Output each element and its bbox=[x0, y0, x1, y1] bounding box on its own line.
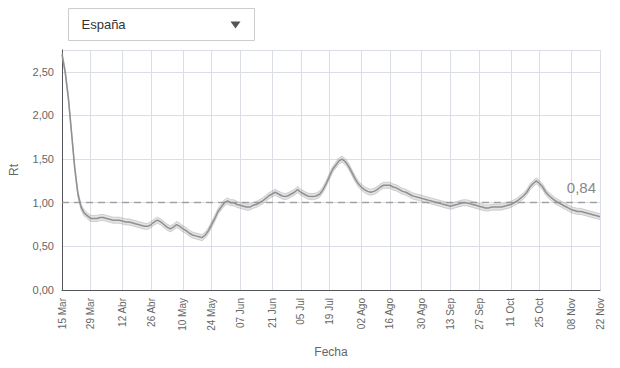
svg-text:0,50: 0,50 bbox=[33, 240, 54, 252]
svg-text:2,00: 2,00 bbox=[33, 109, 54, 121]
svg-text:2,50: 2,50 bbox=[33, 66, 54, 78]
svg-text:26 Abr: 26 Abr bbox=[146, 297, 157, 327]
svg-text:07 Jun: 07 Jun bbox=[235, 298, 246, 328]
svg-text:02 Ago: 02 Ago bbox=[356, 298, 367, 330]
svg-text:10 May: 10 May bbox=[177, 298, 188, 331]
svg-text:16 Ago: 16 Ago bbox=[384, 298, 395, 330]
svg-text:08 Nov: 08 Nov bbox=[566, 298, 577, 330]
svg-text:05 Jul: 05 Jul bbox=[295, 298, 306, 325]
svg-text:España: España bbox=[82, 17, 127, 32]
svg-text:21 Jun: 21 Jun bbox=[267, 298, 278, 328]
svg-text:30 Ago: 30 Ago bbox=[416, 298, 427, 330]
svg-text:22 Nov: 22 Nov bbox=[595, 298, 606, 330]
svg-text:0,84: 0,84 bbox=[567, 179, 596, 196]
svg-text:27 Sep: 27 Sep bbox=[474, 298, 485, 330]
svg-text:19 Jul: 19 Jul bbox=[324, 298, 335, 325]
svg-text:13 Sep: 13 Sep bbox=[445, 298, 456, 330]
svg-text:29 Mar: 29 Mar bbox=[85, 297, 96, 329]
svg-text:12 Abr: 12 Abr bbox=[117, 297, 128, 327]
svg-text:15 Mar: 15 Mar bbox=[57, 297, 68, 329]
svg-text:1,00: 1,00 bbox=[33, 197, 54, 209]
svg-text:1,50: 1,50 bbox=[33, 153, 54, 165]
svg-text:Rt: Rt bbox=[7, 163, 21, 176]
svg-text:24 May: 24 May bbox=[206, 298, 217, 331]
svg-text:11 Oct: 11 Oct bbox=[505, 298, 516, 327]
svg-text:25 Oct: 25 Oct bbox=[534, 298, 545, 328]
svg-text:0,00: 0,00 bbox=[33, 284, 54, 296]
svg-text:Fecha: Fecha bbox=[314, 345, 348, 359]
